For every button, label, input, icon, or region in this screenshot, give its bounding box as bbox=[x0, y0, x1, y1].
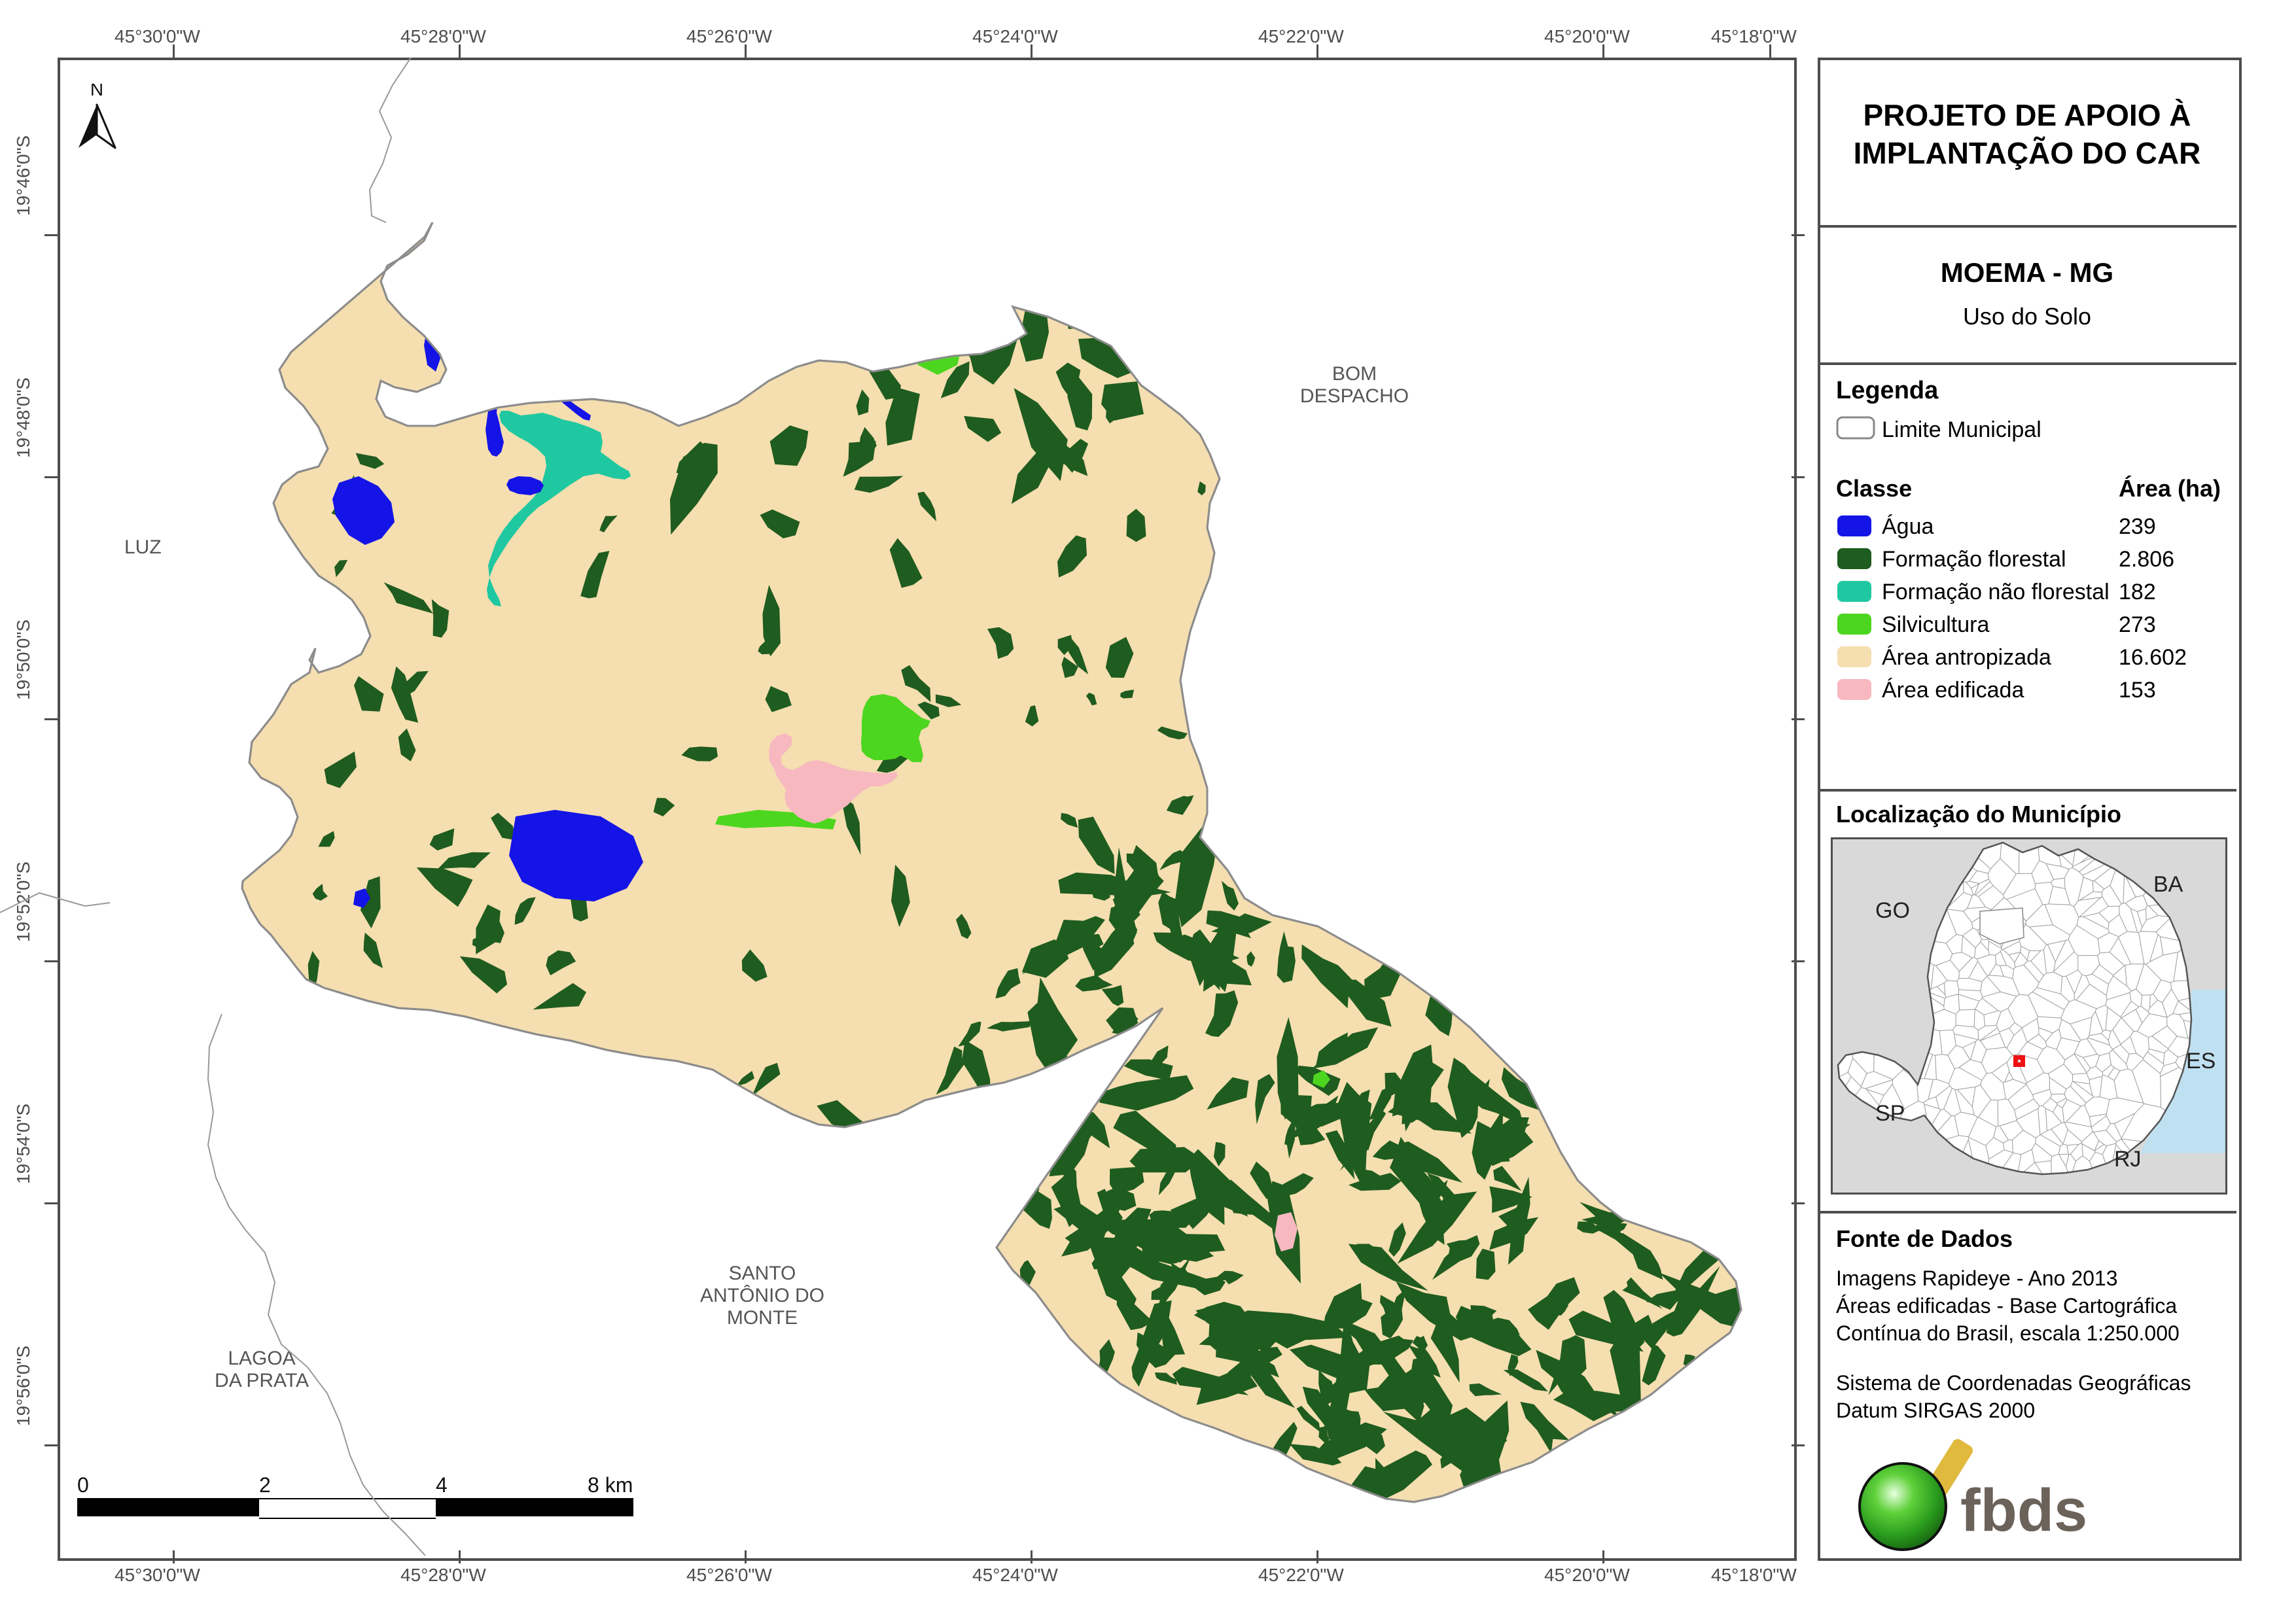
svg-text:BA: BA bbox=[2153, 872, 2183, 897]
svg-text:SP: SP bbox=[1875, 1101, 1905, 1126]
svg-text:GO: GO bbox=[1875, 898, 1910, 923]
svg-text:ES: ES bbox=[2186, 1049, 2216, 1073]
svg-text:fbds: fbds bbox=[1960, 1477, 2087, 1544]
svg-text:RJ: RJ bbox=[2114, 1147, 2142, 1172]
svg-text:N: N bbox=[90, 84, 103, 99]
